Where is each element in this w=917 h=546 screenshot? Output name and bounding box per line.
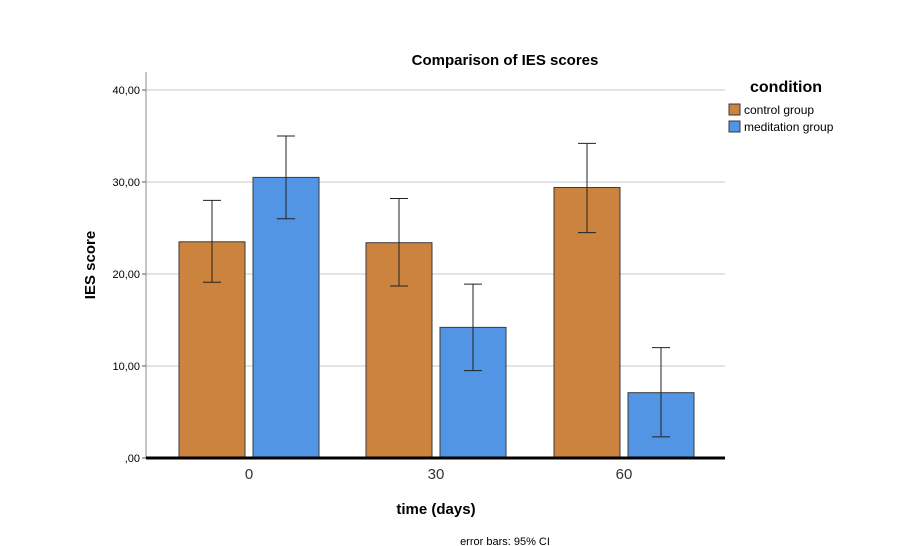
y-tick-label: 40,00 xyxy=(112,85,140,97)
x-tick-label: 30 xyxy=(428,466,445,483)
y-axis: ,00 10,00 20,00 30,00 40,00 xyxy=(112,72,147,465)
bar-meditation-group-0 xyxy=(252,176,320,459)
y-axis-title: IES score xyxy=(82,231,99,299)
x-tick-label: 60 xyxy=(616,466,633,483)
y-tick-label: 30,00 xyxy=(112,177,140,189)
legend-label: meditation group xyxy=(744,120,834,134)
legend-title: condition xyxy=(750,79,822,96)
error-bars xyxy=(203,135,670,438)
legend-label: control group xyxy=(744,103,814,117)
x-tick-label: 0 xyxy=(245,466,253,483)
x-axis-title: time (days) xyxy=(396,501,475,518)
y-tick-label: 20,00 xyxy=(112,269,140,281)
x-axis: 0 30 60 xyxy=(146,456,725,483)
legend: condition control group meditation group xyxy=(728,79,834,134)
legend-swatch xyxy=(728,120,741,133)
legend-swatch xyxy=(728,103,741,116)
bars xyxy=(178,176,695,459)
y-tick-label: 10,00 xyxy=(112,361,140,373)
chart-title: Comparison of IES scores xyxy=(412,52,599,69)
error-bars-note: error bars: 95% CI xyxy=(460,536,550,546)
y-tick-label: ,00 xyxy=(125,453,140,465)
